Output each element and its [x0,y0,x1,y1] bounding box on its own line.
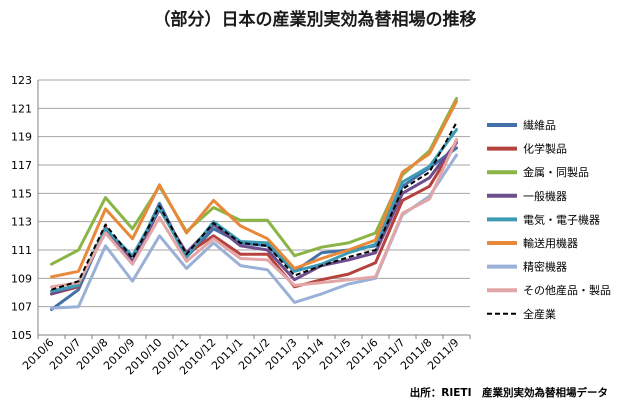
legend-label: 繊維品 [523,119,556,132]
series-line-9 [51,122,458,291]
source-note: 出所：RIETI 産業別実効為替相場データ [410,386,608,399]
legend-label: 化学製品 [523,142,567,156]
series-layer [50,96,458,311]
y-tick-label: 111 [11,244,32,257]
y-tick-label: 119 [11,131,32,144]
legend-label: 電気・電子機器 [523,212,600,226]
y-tick-label: 117 [11,159,32,172]
chart-title: （部分）日本の産業別実効為替相場の推移 [154,9,477,30]
legend-label: 輸送用機器 [523,236,578,250]
legend-label: 全産業 [523,307,556,321]
grid [38,79,470,336]
y-tick-label: 121 [11,102,32,115]
series-line-8 [50,138,458,289]
y-tick-label: 105 [11,329,32,342]
y-tick-label: 113 [11,216,32,229]
series-line-6 [50,99,458,279]
legend-label: 精密機器 [523,260,567,274]
y-tick-label: 123 [11,74,32,87]
y-tick-label: 109 [11,272,32,285]
y-tick-label: 107 [11,301,32,314]
legend-label: 金属・同製品 [523,165,589,179]
legend: 繊維品化学製品金属・同製品一般機器電気・電子機器輸送用機器精密機器その他産品・製… [487,119,611,321]
y-tick-label: 115 [11,187,32,200]
legend-label: その他産品・製品 [523,283,611,297]
legend-label: 一般機器 [523,189,567,203]
